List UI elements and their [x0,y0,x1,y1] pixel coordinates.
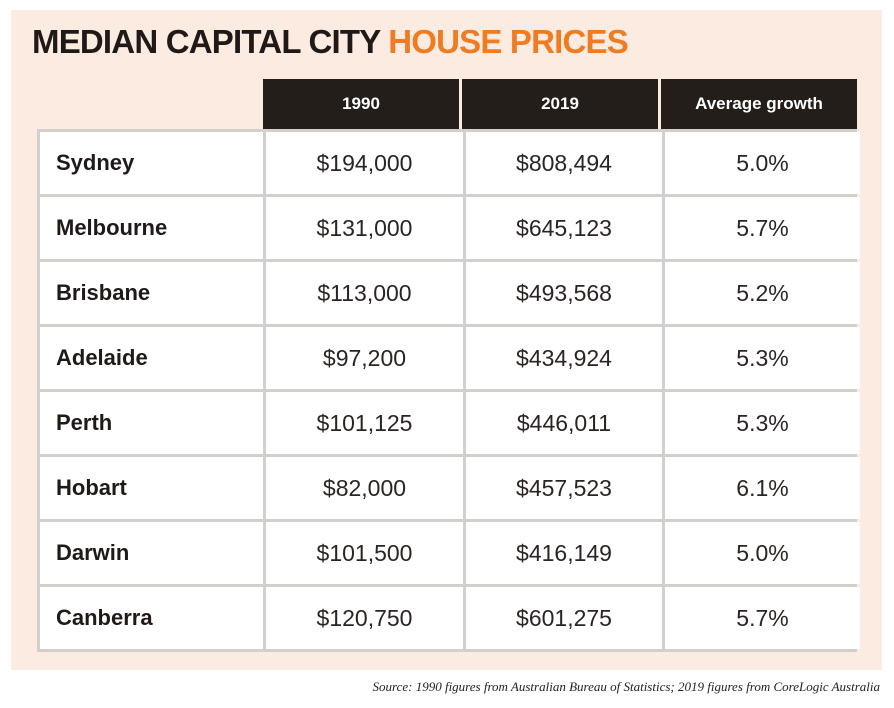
price-2019-cell: $493,568 [466,262,662,324]
price-2019-cell: $601,275 [466,587,662,649]
price-1990-cell: $194,000 [266,132,463,194]
average-growth-cell: 5.0% [665,132,860,194]
price-2019-cell: $457,523 [466,457,662,519]
price-table: Sydney $194,000 $808,494 5.0% Melbourne $131,… [37,129,860,652]
city-name-cell: Melbourne [40,197,263,259]
price-2019-cell: $416,149 [466,522,662,584]
price-1990-cell: $101,125 [266,392,463,454]
price-1990-cell: $113,000 [266,262,463,324]
average-growth-cell: 6.1% [665,457,860,519]
city-name-cell: Darwin [40,522,263,584]
price-1990-cell: $131,000 [266,197,463,259]
column-header-average-growth: Average growth [661,79,857,129]
average-growth-cell: 5.3% [665,392,860,454]
city-name-cell: Perth [40,392,263,454]
price-1990-cell: $101,500 [266,522,463,584]
city-name-cell: Brisbane [40,262,263,324]
average-growth-cell: 5.7% [665,197,860,259]
price-2019-cell: $446,011 [466,392,662,454]
average-growth-cell: 5.3% [665,327,860,389]
average-growth-cell: 5.0% [665,522,860,584]
source-note: Source: 1990 figures from Australian Bur… [372,679,880,694]
price-1990-cell: $120,750 [266,587,463,649]
price-1990-cell: $82,000 [266,457,463,519]
city-name-cell: Hobart [40,457,263,519]
title-main: MEDIAN CAPITAL CITY [32,23,389,60]
average-growth-cell: 5.7% [665,587,860,649]
column-header-1990: 1990 [263,79,459,129]
city-name-cell: Sydney [40,132,263,194]
title-accent: HOUSE PRICES [388,23,629,60]
column-header-2019: 2019 [462,79,658,129]
city-name-cell: Canberra [40,587,263,649]
table-header-row: 1990 2019 Average growth [263,79,857,129]
average-growth-cell: 5.2% [665,262,860,324]
price-1990-cell: $97,200 [266,327,463,389]
price-2019-cell: $434,924 [466,327,662,389]
price-2019-cell: $645,123 [466,197,662,259]
infographic-panel: MEDIAN CAPITAL CITY HOUSE PRICES 1990 20… [11,10,882,670]
price-2019-cell: $808,494 [466,132,662,194]
city-name-cell: Adelaide [40,327,263,389]
chart-title: MEDIAN CAPITAL CITY HOUSE PRICES [32,23,629,60]
